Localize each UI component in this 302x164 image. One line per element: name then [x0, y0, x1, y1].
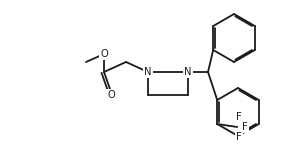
Text: O: O	[107, 90, 115, 100]
Text: F: F	[236, 112, 242, 122]
Text: N: N	[144, 67, 152, 77]
Text: F: F	[236, 132, 242, 142]
Text: N: N	[184, 67, 192, 77]
Text: O: O	[100, 49, 108, 59]
Text: F: F	[242, 122, 248, 132]
